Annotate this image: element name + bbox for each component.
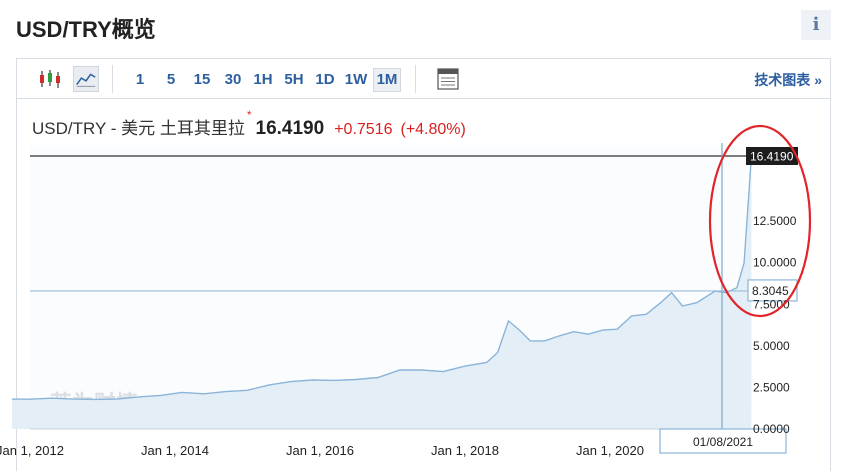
area-chart-icon[interactable] <box>73 66 99 92</box>
table-view-icon[interactable] <box>435 66 461 92</box>
y-tick-label: 0.0000 <box>753 422 790 436</box>
toolbar-divider <box>415 65 416 93</box>
reference-line: 8.3045 <box>30 279 798 302</box>
crosshair-vertical-line: 01/08/2021 <box>659 143 787 454</box>
crosshair-date-box <box>659 428 787 454</box>
info-icon[interactable]: i <box>801 10 831 40</box>
y-tick-label: 10.0000 <box>753 256 797 270</box>
timeframe-1h[interactable]: 1H <box>253 71 273 88</box>
x-tick-label: Jan 1, 2016 <box>286 443 354 458</box>
x-axis: Jan 1, 2012 Jan 1, 2014 Jan 1, 2016 Jan 1, … <box>0 443 644 458</box>
delayed-star-icon: * <box>246 108 252 122</box>
current-price-line: 16.4190 <box>30 147 798 165</box>
y-tick-label: 2.5000 <box>753 380 790 394</box>
reference-price-label: 8.3045 <box>752 284 789 298</box>
x-tick-label: Jan 1, 2018 <box>431 443 499 458</box>
current-price-box <box>746 147 798 165</box>
crosshair-date-label: 01/08/2021 <box>693 435 753 449</box>
timeframe-15[interactable]: 15 <box>193 71 211 88</box>
timeframe-5h[interactable]: 5H <box>284 71 304 88</box>
x-tick-label: Jan 1, 2012 <box>0 443 64 458</box>
price-area-fill <box>11 156 752 429</box>
last-price: 16.4190 <box>255 118 325 139</box>
y-tick-label: 5.0000 <box>753 339 790 353</box>
x-tick-label: Jan 1, 2020 <box>576 443 644 458</box>
price-change: +0.7516 <box>334 121 393 138</box>
quote-header: USD/TRY - 美元 土耳其里拉*16.4190 +0.7516 (+4.80%… <box>32 108 466 140</box>
timeframe-5[interactable]: 5 <box>166 71 176 88</box>
candlestick-icon[interactable] <box>37 66 63 92</box>
timeframe-1w[interactable]: 1W <box>344 71 368 88</box>
technical-chart-link[interactable]: 技术图表 » <box>754 72 822 88</box>
page-title: USD/TRY概览 <box>16 17 156 42</box>
x-tick-label: Jan 1, 2014 <box>141 443 209 458</box>
chart-toolbar: 1 5 15 30 1H 5H 1D 1W 1M 技术图表 » <box>17 59 830 99</box>
timeframe-30[interactable]: 30 <box>224 71 242 88</box>
timeframe-1[interactable]: 1 <box>135 71 145 88</box>
instrument-name: USD/TRY - 美元 土耳其里拉 <box>32 119 245 138</box>
current-price-label: 16.4190 <box>750 150 794 164</box>
reference-price-box <box>747 279 798 302</box>
y-tick-label: 12.5000 <box>753 214 797 228</box>
annotation-ellipse <box>708 124 812 318</box>
annotation-circle <box>708 124 812 318</box>
price-change-percent: (+4.80%) <box>400 121 466 138</box>
price-series-line <box>11 155 753 401</box>
chart-panel: 1 5 15 30 1H 5H 1D 1W 1M 技术图表 » USD/TRY … <box>16 58 831 471</box>
toolbar-divider <box>112 65 113 93</box>
timeframe-1m[interactable]: 1M <box>373 68 401 92</box>
timeframe-1d[interactable]: 1D <box>315 71 335 88</box>
